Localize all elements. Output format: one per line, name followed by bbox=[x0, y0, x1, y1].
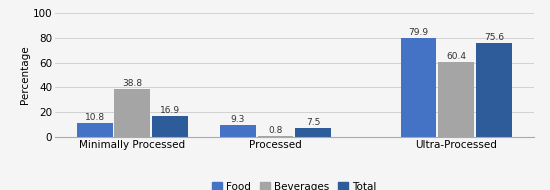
Bar bbox=[438, 62, 474, 137]
Text: 60.4: 60.4 bbox=[446, 52, 466, 61]
Text: 0.8: 0.8 bbox=[268, 126, 283, 135]
Bar bbox=[152, 116, 188, 137]
Bar bbox=[257, 136, 293, 137]
Bar bbox=[77, 124, 113, 137]
Bar bbox=[114, 89, 150, 137]
Bar bbox=[220, 125, 256, 137]
Text: 16.9: 16.9 bbox=[160, 106, 180, 115]
Text: 9.3: 9.3 bbox=[230, 115, 245, 124]
Text: 10.8: 10.8 bbox=[85, 113, 104, 123]
Bar bbox=[400, 38, 437, 137]
Text: 38.8: 38.8 bbox=[122, 79, 142, 88]
Bar bbox=[476, 44, 512, 137]
Text: 75.6: 75.6 bbox=[484, 33, 504, 42]
Y-axis label: Percentage: Percentage bbox=[20, 46, 30, 104]
Text: 79.9: 79.9 bbox=[409, 28, 428, 37]
Text: 7.5: 7.5 bbox=[306, 118, 320, 127]
Bar bbox=[295, 127, 331, 137]
Legend: Food, Beverages, Total: Food, Beverages, Total bbox=[208, 177, 381, 190]
